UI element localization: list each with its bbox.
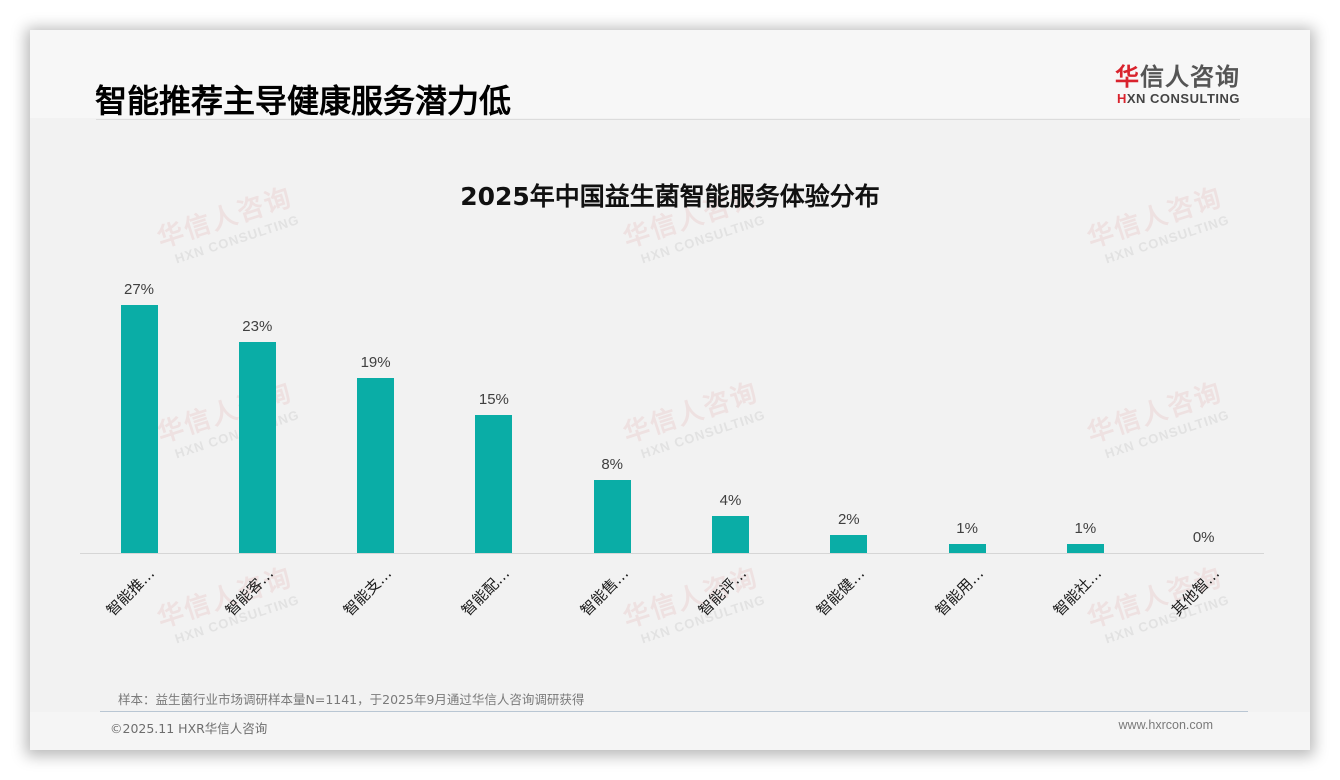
bar[interactable]: [475, 415, 513, 553]
bar[interactable]: [1066, 544, 1104, 553]
bar-group: 27% 智能推…: [103, 30, 158, 750]
x-axis-category-label: 智能客…: [221, 564, 277, 620]
page-title: 智能推荐主导健康服务潜力低: [95, 82, 512, 120]
bar[interactable]: [120, 305, 158, 553]
bar-group: 19% 智能支…: [340, 30, 395, 750]
bar[interactable]: [948, 544, 986, 553]
bar-value-label: 1%: [956, 520, 978, 537]
website-link[interactable]: www.hxrcon.com: [1118, 718, 1213, 732]
bar-group: 2% 智能健…: [813, 30, 868, 750]
logo-en-text: XN CONSULTING: [1126, 91, 1240, 106]
bar-group: 0% 其他智…: [1168, 30, 1223, 750]
x-axis-category-label: 智能售…: [576, 564, 632, 620]
logo-cn-text: 信人咨询: [1140, 63, 1240, 91]
footer-band: [30, 712, 1310, 750]
bar[interactable]: [712, 516, 749, 553]
x-axis-category-label: 智能支…: [340, 564, 396, 620]
x-axis-line: [80, 553, 1264, 554]
header-band: [30, 30, 1310, 118]
chart-title: 2025年中国益生菌智能服务体验分布: [460, 182, 880, 211]
bar-value-label: 8%: [601, 456, 624, 473]
footer-divider: [100, 711, 1248, 712]
x-axis-category-label: 智能配…: [458, 564, 514, 620]
logo-en: HXN CONSULTING: [1110, 91, 1240, 107]
bar-group: 4% 智能评…: [695, 30, 750, 750]
bar[interactable]: [357, 378, 395, 553]
header-divider: [96, 119, 1240, 120]
sample-note: 样本：益生菌行业市场调研样本量N=1141，于2025年9月通过华信人咨询调研获…: [118, 692, 585, 707]
slide: 智能推荐主导健康服务潜力低 华信人咨询 HXN CONSULTING 华信人咨询…: [30, 30, 1310, 750]
bar[interactable]: [830, 535, 868, 553]
bar-group: 1% 智能用…: [932, 30, 987, 750]
bar-value-label: 23%: [242, 318, 273, 335]
bar[interactable]: [238, 342, 276, 553]
bar-value-label: 19%: [360, 354, 391, 371]
bar-value-label: 15%: [478, 391, 509, 408]
bar-value-label: 1%: [1074, 520, 1097, 537]
logo-en-accent: H: [1116, 91, 1127, 106]
copyright-text: ©2025.11 HXR华信人咨询: [110, 721, 268, 736]
x-axis-category-label: 智能用…: [931, 564, 987, 620]
x-axis-category-label: 智能推…: [103, 564, 159, 620]
logo-cn: 华信人咨询: [1110, 63, 1240, 91]
bar-group: 15% 智能配…: [458, 30, 513, 750]
bar[interactable]: [593, 480, 631, 553]
bar-chart: 27% 智能推… 23% 智能客… 19% 智能支… 15% 智能配… 8% 智能售… 4% 智能评……: [30, 30, 1310, 750]
brand-logo: 华信人咨询 HXN CONSULTING: [1110, 63, 1240, 107]
x-axis-category-label: 智能社…: [1049, 564, 1106, 620]
bar-group: 23% 智能客…: [222, 30, 277, 750]
bar-value-label: 4%: [719, 492, 742, 509]
bar-group: 8% 智能售…: [577, 30, 632, 750]
logo-cn-accent: 华: [1115, 63, 1140, 91]
bar-value-label: 2%: [837, 511, 860, 528]
x-axis-category-label: 智能评…: [694, 564, 751, 620]
x-axis-category-label: 智能健…: [813, 564, 869, 620]
x-axis-category-label: 其他智…: [1168, 564, 1224, 620]
bar-value-label: 0%: [1192, 529, 1215, 546]
bar-group: 1% 智能社…: [1050, 30, 1105, 750]
bar-value-label: 27%: [123, 281, 155, 298]
